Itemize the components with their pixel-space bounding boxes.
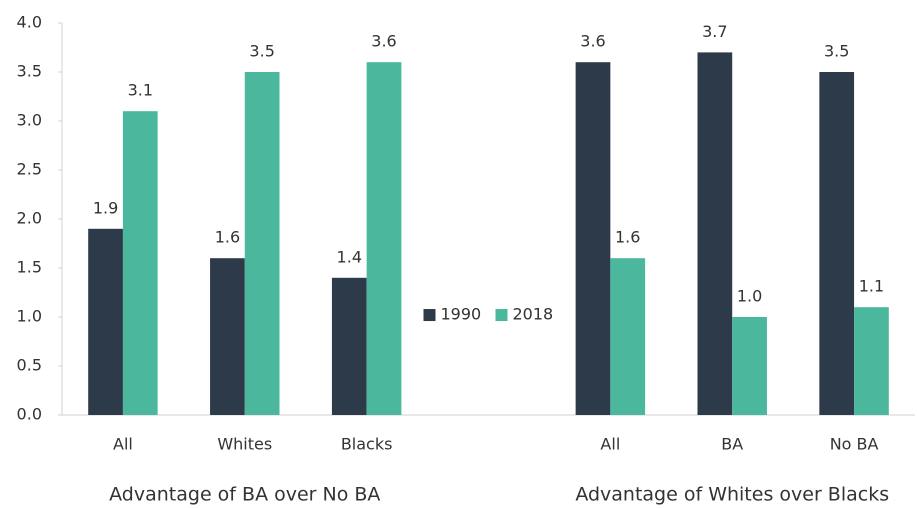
legend-label: 2018: [513, 305, 554, 324]
y-tick-label: 4.0: [17, 13, 42, 32]
legend-swatch: [423, 309, 436, 322]
data-label: 3.5: [249, 42, 274, 61]
data-label: 1.9: [93, 198, 118, 217]
bar: [210, 258, 245, 415]
bar: [819, 72, 855, 415]
bar: [854, 307, 889, 415]
legend-swatch: [495, 309, 508, 322]
bar: [732, 317, 767, 415]
data-label: 1.6: [215, 228, 240, 247]
bar: [88, 228, 123, 415]
x-tick-label: Whites: [217, 435, 272, 454]
data-label: 3.7: [702, 22, 727, 41]
legend-label: 1990: [441, 305, 482, 324]
bar: [610, 258, 646, 415]
y-tick-label: 1.0: [17, 307, 42, 326]
y-tick-label: 3.5: [17, 62, 42, 81]
y-tick-label: 0.5: [17, 356, 42, 375]
x-tick-label: BA: [721, 435, 743, 454]
group-label: Advantage of BA over No BA: [109, 484, 380, 506]
group-label: Advantage of Whites over Blacks: [575, 484, 889, 506]
data-label: 3.1: [128, 81, 153, 100]
bar: [697, 52, 733, 416]
x-tick-label: All: [600, 435, 620, 454]
x-tick-label: All: [113, 435, 133, 454]
x-tick-label: Blacks: [341, 435, 393, 454]
y-tick-label: 2.5: [17, 160, 42, 179]
data-label: 3.6: [580, 32, 605, 51]
y-tick-label: 2.0: [17, 209, 42, 228]
bar: [366, 62, 402, 415]
data-label: 3.5: [824, 42, 849, 61]
y-tick-label: 0.0: [17, 405, 42, 424]
y-tick-label: 1.5: [17, 258, 42, 277]
bar: [122, 111, 158, 415]
data-label: 1.6: [615, 228, 640, 247]
bar: [244, 72, 280, 415]
data-label: 1.4: [337, 247, 362, 266]
data-label: 3.6: [371, 32, 396, 51]
x-tick-label: No BA: [830, 435, 879, 454]
y-tick-label: 3.0: [17, 111, 42, 130]
data-label: 1.0: [737, 287, 762, 306]
bar: [331, 277, 367, 415]
data-label: 1.1: [859, 277, 884, 296]
bar: [575, 62, 611, 415]
